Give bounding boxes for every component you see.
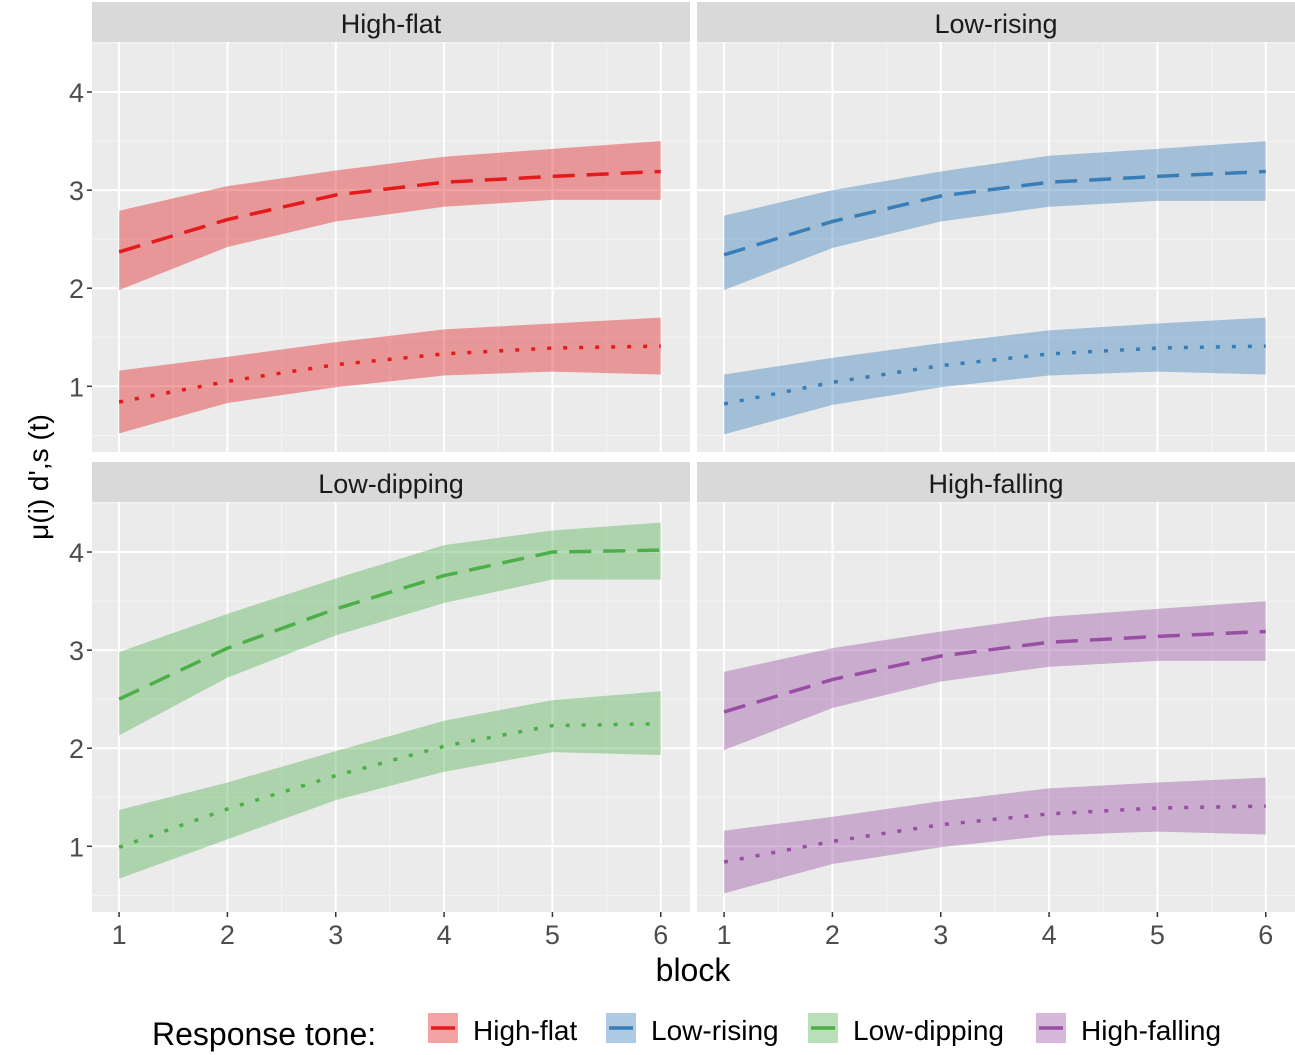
facet-panel-high-flat: High-flat 1 2 3 4	[69, 2, 690, 452]
panel-background	[92, 42, 690, 452]
y-tick-label: 2	[69, 734, 84, 764]
facet-strip-label: High-falling	[928, 469, 1063, 499]
x-tick-label: 3	[933, 920, 948, 950]
facet-strip	[92, 2, 690, 42]
confidence-ribbon-dotted	[119, 317, 661, 434]
panel-background	[92, 502, 690, 912]
facet-strip-label: High-flat	[341, 9, 442, 39]
facet-strip-label: Low-dipping	[318, 469, 464, 499]
series-line-dotted	[118, 344, 661, 404]
series-line-dashed	[118, 548, 661, 701]
facet-strip	[697, 462, 1295, 502]
legend-item: High-flat	[428, 1013, 577, 1046]
panel-background	[697, 42, 1295, 452]
legend-title: Response tone:	[152, 1016, 376, 1052]
x-tick-label: 4	[437, 920, 452, 950]
series-line-dotted	[723, 804, 1266, 864]
x-tick-label: 6	[1258, 920, 1273, 950]
x-tick-label: 1	[112, 920, 127, 950]
x-tick-label: 3	[328, 920, 343, 950]
legend-label: Low-rising	[651, 1015, 779, 1046]
y-tick-label: 1	[69, 372, 84, 402]
facet-strip	[697, 2, 1295, 42]
legend-label: High-falling	[1081, 1015, 1221, 1046]
y-tick-label: 2	[69, 274, 84, 304]
legend-item: Low-dipping	[808, 1013, 1004, 1046]
x-tick-label: 2	[220, 920, 235, 950]
legend: Response tone: High-flat Low-rising Low-dip…	[152, 1013, 1221, 1052]
legend-label: High-flat	[473, 1015, 577, 1046]
confidence-ribbon-dotted	[724, 777, 1266, 894]
panel-background	[697, 502, 1295, 912]
y-tick-label: 3	[69, 176, 84, 206]
facet-strip-label: Low-rising	[934, 9, 1057, 39]
x-axis-title: block	[656, 952, 732, 988]
confidence-ribbon-dashed	[119, 522, 661, 736]
series-line-dashed	[723, 629, 1266, 714]
facet-panel-high-falling: High-falling 1 2 3 4 5 6	[697, 462, 1295, 950]
legend-item: Low-rising	[606, 1013, 779, 1046]
x-tick-label: 4	[1042, 920, 1057, 950]
x-tick-label: 5	[1150, 920, 1165, 950]
confidence-ribbon-dotted	[119, 691, 661, 879]
y-axis-title: μ(i) d',s (t)	[23, 414, 54, 540]
series-line-dashed	[118, 169, 661, 254]
y-tick-label: 1	[69, 832, 84, 862]
y-tick-label: 4	[69, 78, 84, 108]
x-tick-label: 1	[717, 920, 732, 950]
facet-strip	[92, 462, 690, 502]
y-tick-label: 4	[69, 538, 84, 568]
y-tick-label: 3	[69, 636, 84, 666]
series-line-dashed	[723, 169, 1266, 257]
x-tick-label: 6	[653, 920, 668, 950]
legend-label: Low-dipping	[853, 1015, 1004, 1046]
facet-panel-low-dipping: Low-dipping 1 2 3 4 1 2 3 4 5 6	[69, 462, 690, 950]
series-line-dotted	[723, 344, 1266, 406]
facet-panel-low-rising: Low-rising	[697, 2, 1295, 452]
legend-item: High-falling	[1036, 1013, 1221, 1046]
confidence-ribbon-dotted	[724, 317, 1266, 435]
x-tick-label: 5	[545, 920, 560, 950]
x-tick-label: 2	[825, 920, 840, 950]
